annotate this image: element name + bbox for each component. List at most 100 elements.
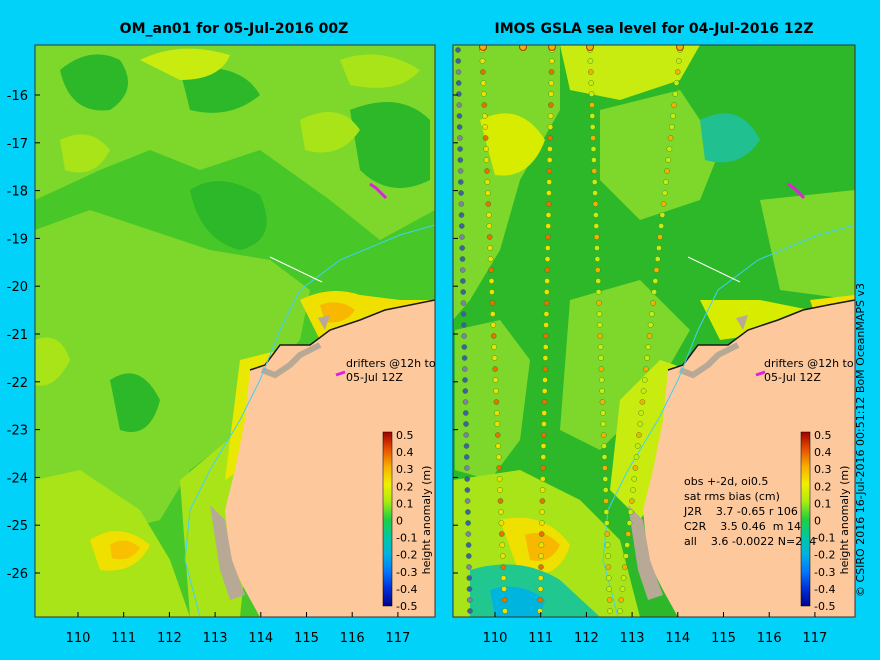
obs-dot (491, 355, 498, 361)
observation-stats: obs +-2d, oi0.5 sat rms bias (cm) J2R 3.… (683, 475, 816, 548)
obs-dot (498, 520, 505, 526)
obs-dot (486, 234, 493, 240)
obs-dot (601, 443, 607, 449)
colorbar-tick-label: 0.2 (396, 480, 414, 493)
obs-dot (650, 300, 656, 306)
obs-dot (481, 102, 488, 108)
obs-dot (541, 410, 548, 416)
left-colorbar-ticks: 0.5 0.4 0.3 0.2 0.1 0 -0.1 -0.2 -0.3 -0.4 -0.5 (396, 429, 417, 613)
obs-dot (601, 454, 608, 460)
obs-dot (499, 542, 506, 548)
obs-dot (538, 553, 545, 559)
obs-dot (491, 344, 498, 350)
obs-dot (455, 69, 462, 75)
obs-dot (465, 520, 471, 526)
obs-dot (600, 410, 606, 416)
lon-tick-label: 114 (248, 631, 273, 646)
obs-dot (596, 311, 603, 317)
obs-dot (483, 146, 489, 152)
obs-dot (463, 432, 470, 438)
obs-dot (489, 300, 496, 306)
obs-marker (479, 45, 487, 51)
obs-dot (462, 388, 469, 394)
obs-dot (654, 256, 661, 262)
obs-dot (488, 278, 495, 284)
obs-dot (499, 553, 506, 559)
colorbar-tick-label: 0.4 (814, 446, 832, 459)
obs-dot (647, 322, 654, 328)
obs-dot (541, 432, 547, 438)
obs-dot (590, 135, 596, 141)
obs-dot (598, 366, 605, 372)
obs-dot (480, 91, 487, 97)
obs-dot (490, 322, 497, 328)
obs-dot (597, 333, 604, 339)
obs-dot (538, 542, 545, 548)
obs-dot (480, 69, 486, 75)
obs-dot (461, 333, 467, 339)
obs-dot (663, 179, 669, 185)
obs-dot (459, 267, 466, 273)
obs-dot (617, 608, 623, 614)
obs-dot (463, 421, 469, 427)
obs-dot (661, 190, 668, 196)
obs-dot (545, 223, 552, 229)
obs-dot (541, 399, 548, 405)
obs-dot (625, 531, 632, 537)
obs-dot (664, 168, 670, 174)
obs-dot (540, 443, 547, 449)
obs-dot (537, 586, 544, 592)
obs-dot (497, 498, 504, 504)
obs-dot (605, 564, 612, 570)
obs-dot (656, 245, 662, 251)
obs-dot (542, 344, 549, 350)
obs-dot (466, 575, 473, 581)
colorbar-tick-label: -0.2 (396, 549, 417, 562)
obs-dot (456, 113, 463, 119)
colorbar-tick-label: -0.1 (396, 532, 417, 545)
obs-dot (467, 608, 473, 614)
obs-dot (593, 234, 600, 240)
obs-marker (586, 45, 594, 51)
obs-dot (487, 245, 493, 251)
obs-dot (594, 256, 601, 262)
obs-dot (494, 432, 501, 438)
obs-dot (547, 135, 553, 141)
obs-dot (599, 388, 605, 394)
obs-dot (498, 531, 505, 537)
latitude-ticks: -16 -17 -18 -19 -20 -21 -22 -23 -24 -25 -26 (7, 89, 458, 582)
colorbar-tick-label: 0.1 (814, 497, 832, 510)
obs-dot (459, 234, 465, 240)
obs-dot (548, 80, 555, 86)
obs-dot (638, 410, 645, 416)
obs-dot (594, 245, 600, 251)
obs-dot (596, 300, 602, 306)
obs-dot (460, 300, 467, 306)
colorbar-tick-label: -0.2 (814, 549, 835, 562)
lon-tick-label: 110 (66, 631, 91, 646)
obs-dot (543, 333, 549, 339)
obs-dot (626, 520, 633, 526)
obs-dot (660, 201, 667, 207)
obs-dot (482, 135, 489, 141)
obs-dot (592, 201, 599, 207)
obs-dot (597, 322, 603, 328)
obs-dot (673, 80, 680, 86)
obs-dot (457, 146, 463, 152)
colorbar-tick-label: 0 (396, 515, 403, 528)
obs-dot (669, 124, 675, 130)
left-longitude-ticks: 110 111 112 113 114 115 116 117 (66, 612, 410, 646)
obs-dot (589, 113, 596, 119)
left-drifter-note-2: 05-Jul 12Z (346, 371, 403, 384)
obs-dot (501, 586, 507, 592)
obs-dot (631, 476, 638, 482)
obs-dot (547, 113, 554, 119)
colorbar-tick-label: -0.5 (396, 600, 417, 613)
obs-dot (606, 597, 613, 603)
obs-dot (459, 245, 466, 251)
obs-dot (465, 531, 472, 537)
obs-dot (493, 388, 499, 394)
lat-tick-label: -26 (7, 567, 28, 582)
lon-tick-label: 111 (111, 631, 136, 646)
left-colorbar-label: height anomaly (m) (420, 466, 433, 575)
